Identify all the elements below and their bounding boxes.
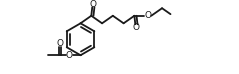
Text: O: O [132,23,139,32]
Text: O: O [66,51,73,60]
Text: O: O [56,39,63,48]
Text: O: O [89,0,96,9]
Text: O: O [144,11,151,20]
